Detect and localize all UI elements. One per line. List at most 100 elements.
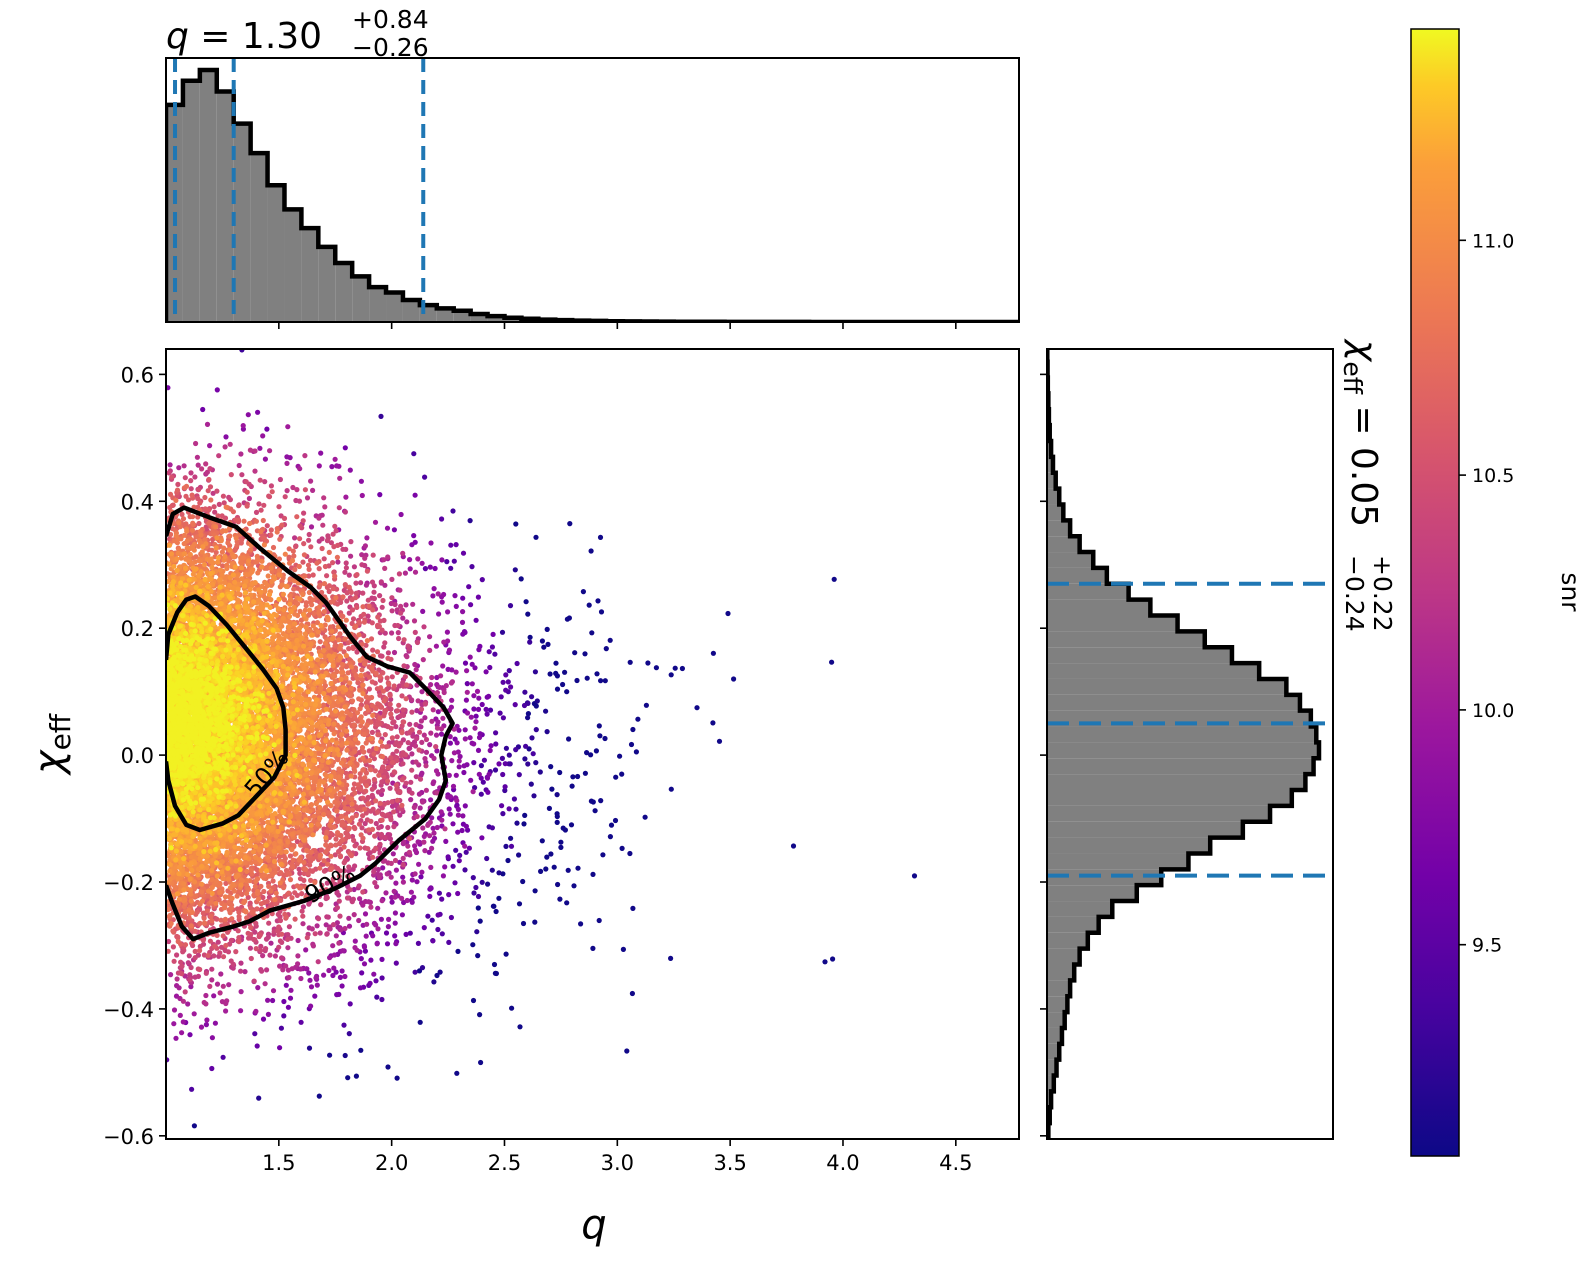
scatter-point [362, 775, 368, 781]
scatter-point [534, 698, 540, 704]
scatter-point [571, 883, 577, 889]
scatter-point [497, 710, 503, 716]
scatter-point [213, 900, 219, 906]
scatter-point [425, 913, 431, 919]
scatter-point [214, 932, 220, 939]
scatter-point [439, 931, 445, 937]
scatter-point [385, 655, 391, 661]
scatter-point [475, 594, 481, 600]
scatter-point [343, 722, 349, 728]
scatter-point [201, 920, 207, 926]
scatter-point [316, 463, 322, 469]
scatter-point [308, 478, 314, 484]
top-histogram-bar [470, 313, 488, 322]
scatter-point [830, 956, 836, 962]
scatter-point [248, 547, 254, 553]
scatter-point [255, 570, 261, 576]
scatter-point [270, 997, 276, 1004]
scatter-point [307, 557, 314, 564]
scatter-point [344, 895, 351, 901]
scatter-point [358, 580, 364, 586]
scatter-point [467, 735, 473, 741]
scatter-point [397, 812, 403, 818]
scatter-point [343, 560, 349, 566]
scatter-point [412, 661, 418, 668]
top-title-symbol: q [166, 16, 189, 57]
scatter-point [371, 756, 377, 762]
scatter-point [391, 809, 397, 815]
scatter-point [245, 886, 251, 893]
scatter-point [431, 755, 437, 762]
scatter-point [222, 916, 228, 922]
scatter-point [567, 521, 573, 527]
scatter-point [280, 967, 286, 973]
scatter-point [514, 660, 520, 667]
scatter-point [300, 591, 306, 598]
scatter-point [243, 479, 249, 485]
scatter-point [710, 720, 716, 726]
scatter-point [590, 945, 596, 952]
scatter-point [222, 444, 228, 450]
scatter-point [554, 819, 560, 826]
scatter-point [176, 985, 182, 991]
scatter-point [255, 985, 261, 991]
scatter-point [352, 825, 358, 832]
top-histogram-bar [352, 276, 370, 322]
scatter-point [179, 1030, 185, 1036]
scatter-point [400, 707, 406, 713]
scatter-point [337, 791, 343, 797]
scatter-point [306, 1045, 313, 1051]
scatter-point [310, 623, 316, 629]
scatter-point [360, 767, 366, 773]
scatter-point [493, 970, 499, 977]
scatter-point [513, 747, 519, 753]
scatter-point [380, 812, 386, 818]
scatter-point [411, 451, 417, 457]
scatter-point [439, 817, 445, 823]
scatter-point [442, 826, 448, 832]
scatter-point [371, 751, 377, 757]
scatter-point [564, 689, 570, 695]
scatter-point [167, 462, 173, 468]
scatter-point [371, 776, 377, 783]
scatter-point [467, 654, 473, 660]
scatter-point [309, 602, 315, 608]
scatter-point [350, 807, 356, 813]
scatter-point [493, 908, 499, 915]
scatter-point [209, 1035, 215, 1041]
scatter-point [376, 623, 382, 630]
scatter-point [356, 632, 362, 638]
scatter-point [288, 596, 294, 602]
scatter-point [483, 706, 489, 713]
scatter-point [474, 688, 481, 695]
scatter-point [558, 844, 564, 851]
scatter-point [368, 957, 374, 963]
scatter-point [450, 863, 456, 869]
scatter-point [370, 854, 376, 860]
scatter-point [694, 705, 700, 711]
scatter-point [281, 885, 287, 891]
scatter-point [207, 443, 213, 449]
scatter-point [448, 542, 454, 548]
scatter-point [438, 673, 444, 679]
scatter-point [228, 472, 234, 478]
scatter-point [357, 657, 363, 664]
scatter-point [359, 719, 365, 725]
scatter-point [306, 531, 312, 538]
scatter-point [185, 1001, 191, 1007]
scatter-point [383, 707, 389, 714]
scatter-point [366, 801, 372, 807]
scatter-point [314, 560, 320, 566]
scatter-point [171, 1007, 178, 1013]
scatter-point [316, 566, 322, 572]
scatter-point [544, 854, 550, 860]
scatter-point [429, 917, 435, 923]
scatter-point [589, 630, 595, 636]
scatter-point [413, 759, 419, 765]
scatter-point [612, 817, 619, 824]
scatter-point [455, 812, 461, 818]
scatter-point [333, 969, 339, 975]
scatter-point [346, 572, 352, 578]
scatter-point [406, 836, 413, 842]
scatter-point [291, 553, 297, 559]
